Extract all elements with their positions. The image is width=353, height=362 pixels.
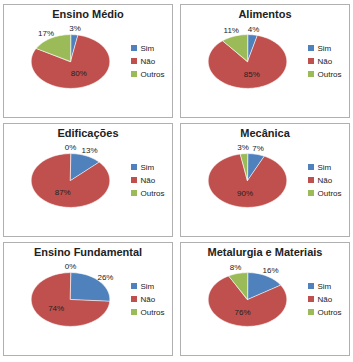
svg-text:3%: 3% xyxy=(238,143,250,152)
svg-text:7%: 7% xyxy=(253,144,265,153)
html-text:Mecânica: Mecânica xyxy=(240,127,290,139)
svg-text:17%: 17% xyxy=(39,29,55,38)
html-text:Alimentos: Alimentos xyxy=(238,8,292,20)
svg-text:80%: 80% xyxy=(71,69,87,78)
svg-text:90%: 90% xyxy=(238,189,254,198)
html-text:Outros: Outros xyxy=(140,69,165,79)
svg-text:4%: 4% xyxy=(248,25,260,34)
svg-text:76%: 76% xyxy=(235,308,251,317)
html-text:Ensino Médio: Ensino Médio xyxy=(52,8,124,20)
svg-text:0%: 0% xyxy=(65,143,77,152)
html-text:Não: Não xyxy=(317,175,333,185)
html-text:Sim: Sim xyxy=(140,281,155,291)
html-text:Sim: Sim xyxy=(317,43,332,53)
html-text:Outros: Outros xyxy=(140,307,165,317)
html-text:Outros: Outros xyxy=(317,188,342,198)
html-text:Edificações: Edificações xyxy=(57,127,119,139)
html-text:Outros: Outros xyxy=(140,188,165,198)
html-text:Sim: Sim xyxy=(140,162,155,172)
svg-text:0%: 0% xyxy=(65,262,77,271)
html-text:Metalurgia e Materiais: Metalurgia e Materiais xyxy=(207,246,323,258)
html-text:Sim: Sim xyxy=(317,162,332,172)
svg-text:26%: 26% xyxy=(98,273,114,282)
html-text:Não: Não xyxy=(140,294,156,304)
html-text:Sim: Sim xyxy=(317,281,332,291)
html-text:Não: Não xyxy=(140,56,156,66)
html-text:Não: Não xyxy=(317,294,333,304)
html-text:Outros: Outros xyxy=(317,307,342,317)
svg-text:13%: 13% xyxy=(82,146,98,155)
html-text:Não: Não xyxy=(317,56,333,66)
svg-text:87%: 87% xyxy=(55,188,71,197)
svg-text:85%: 85% xyxy=(244,70,260,79)
html-text:Sim: Sim xyxy=(140,43,155,53)
html-text:Outros: Outros xyxy=(317,69,342,79)
svg-text:11%: 11% xyxy=(224,26,239,35)
svg-text:3%: 3% xyxy=(70,24,82,33)
html-text:Ensino Fundamental: Ensino Fundamental xyxy=(33,246,143,258)
svg-text:8%: 8% xyxy=(230,263,242,272)
html-text:Não: Não xyxy=(140,175,156,185)
svg-text:16%: 16% xyxy=(263,266,279,275)
svg-text:74%: 74% xyxy=(49,304,65,313)
